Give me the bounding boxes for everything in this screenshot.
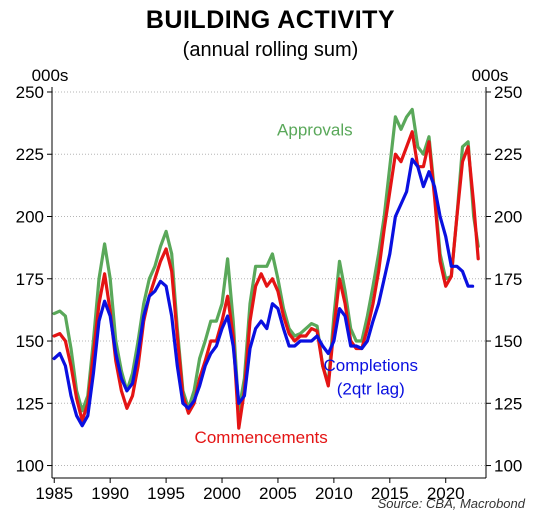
y-tick-label-right-150: 150 xyxy=(494,332,522,351)
x-tick-label-2005: 2005 xyxy=(259,484,297,503)
y-tick-label-left-150: 150 xyxy=(16,332,44,351)
source-note: Source: CBA, Macrobond xyxy=(378,496,526,511)
grid-lines xyxy=(52,91,486,467)
y-tick-label-left-175: 175 xyxy=(16,270,44,289)
chart-subtitle: (annual rolling sum) xyxy=(182,39,359,61)
series-annotations: Approvals Commencements Completions (2qtr l… xyxy=(195,121,418,448)
y-tick-label-right-250: 250 xyxy=(494,83,522,102)
x-tick-label-2020: 2020 xyxy=(427,484,465,503)
y-tick-label-left-250: 250 xyxy=(16,83,44,102)
annotation-commencements: Commencements xyxy=(195,428,328,447)
y-tick-label-left-125: 125 xyxy=(16,394,44,413)
x-tick-label-2015: 2015 xyxy=(371,484,409,503)
y-tick-label-left-225: 225 xyxy=(16,145,44,164)
y-tick-label-right-125: 125 xyxy=(494,394,522,413)
y-tick-label-right-225: 225 xyxy=(494,145,522,164)
y-tick-label-left-100: 100 xyxy=(16,457,44,476)
series-line-commencements xyxy=(52,130,480,430)
annotation-completions: Completions xyxy=(324,356,419,375)
x-tick-label-1990: 1990 xyxy=(91,484,129,503)
y-tick-label-right-100: 100 xyxy=(494,457,522,476)
y-tick-label-left-200: 200 xyxy=(16,208,44,227)
x-tick-label-2010: 2010 xyxy=(315,484,353,503)
chart-title: BUILDING ACTIVITY xyxy=(145,6,396,34)
y-unit-left: 000s xyxy=(32,66,69,85)
x-tick-label-1995: 1995 xyxy=(147,484,185,503)
axes xyxy=(47,87,491,483)
y-unit-right: 000s xyxy=(472,66,509,85)
x-tick-label-1985: 1985 xyxy=(35,484,73,503)
annotation-2qtr-lag: (2qtr lag) xyxy=(337,380,405,399)
y-tick-label-right-175: 175 xyxy=(494,270,522,289)
y-tick-label-right-200: 200 xyxy=(494,208,522,227)
annotation-approvals: Approvals xyxy=(277,121,353,140)
series-lines xyxy=(52,107,480,430)
tick-labels: 100 100 125 125 150 150 175 175 200 200 225 225 250 2… xyxy=(16,83,523,503)
series-line-completions-2qtr-lag xyxy=(52,157,475,428)
x-tick-label-2000: 2000 xyxy=(203,484,241,503)
